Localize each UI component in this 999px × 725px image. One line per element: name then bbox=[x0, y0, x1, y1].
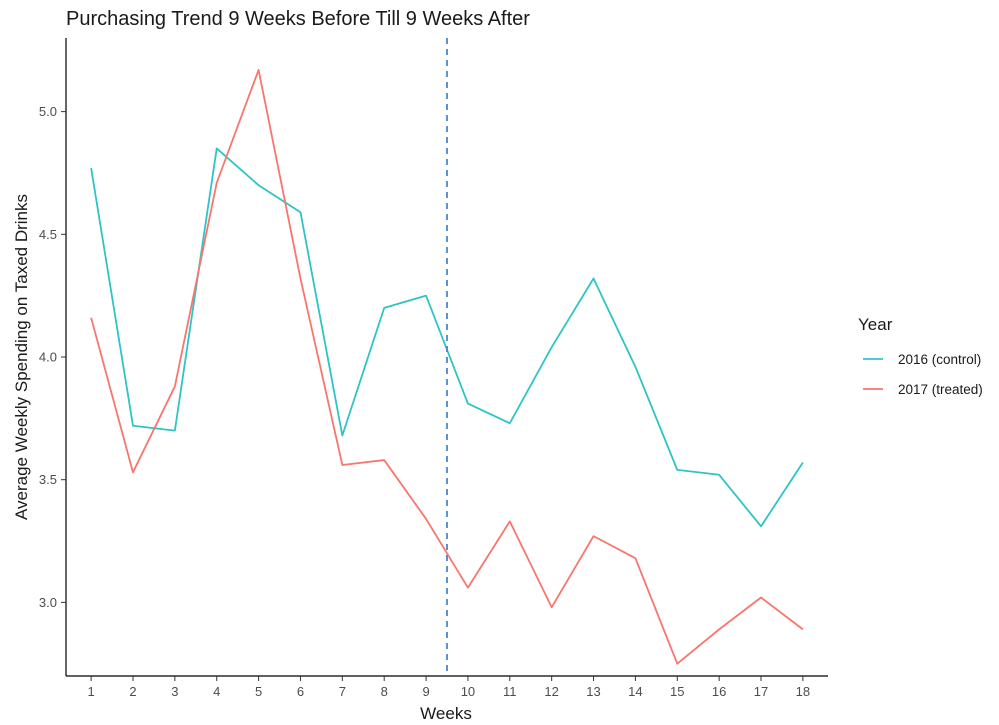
x-tick-label: 7 bbox=[339, 684, 346, 699]
x-tick-label: 5 bbox=[255, 684, 262, 699]
x-tick-label: 6 bbox=[297, 684, 304, 699]
x-tick-label: 13 bbox=[586, 684, 600, 699]
y-tick-label: 3.5 bbox=[39, 472, 57, 487]
legend-label-2: 2017 (treated) bbox=[898, 382, 983, 397]
y-tick-label: 4.5 bbox=[39, 227, 57, 242]
legend-items: 2016 (control) 2017 (treated) bbox=[863, 352, 983, 397]
x-tick-label: 9 bbox=[422, 684, 429, 699]
series-line-2 bbox=[90, 69, 804, 665]
x-tick-label: 1 bbox=[88, 684, 95, 699]
x-axis-title: Weeks bbox=[420, 704, 472, 723]
x-tick-label: 15 bbox=[670, 684, 684, 699]
x-tick-label: 10 bbox=[461, 684, 475, 699]
y-tick-label: 3.0 bbox=[39, 595, 57, 610]
chart-title: Purchasing Trend 9 Weeks Before Till 9 W… bbox=[66, 8, 530, 30]
plot-area: 1 2 3 4 5 6 7 8 9 10 11 12 13 14 15 16 17 18 3.03.54.04.5… bbox=[39, 38, 828, 699]
x-tick-label: 4 bbox=[213, 684, 220, 699]
x-tick-label: 11 bbox=[503, 684, 517, 699]
x-tick-label: 8 bbox=[381, 684, 388, 699]
x-tick-label: 16 bbox=[712, 684, 726, 699]
x-tick-label: 14 bbox=[628, 684, 642, 699]
x-axis-ticks: 1 2 3 4 5 6 7 8 9 10 11 12 13 14 15 16 17 18 bbox=[88, 676, 810, 699]
x-tick-label: 3 bbox=[171, 684, 178, 699]
y-tick-label: 4.0 bbox=[39, 350, 57, 365]
x-tick-label: 18 bbox=[796, 684, 810, 699]
y-axis-title: Average Weekly Spending on Taxed Drinks bbox=[12, 194, 31, 520]
y-axis-ticks: 3.0 3.5 4.0 4.5 5.0 bbox=[39, 104, 66, 610]
x-tick-label: 17 bbox=[754, 684, 768, 699]
legend-title: Year bbox=[858, 315, 893, 334]
legend-label-1: 2016 (control) bbox=[898, 352, 981, 367]
series-layer bbox=[90, 69, 804, 665]
x-tick-label: 12 bbox=[544, 684, 558, 699]
legend: Year 2016 (control) 2017 (treated) bbox=[858, 315, 983, 397]
y-tick-label: 5.0 bbox=[39, 104, 57, 119]
x-tick-label: 2 bbox=[129, 684, 136, 699]
